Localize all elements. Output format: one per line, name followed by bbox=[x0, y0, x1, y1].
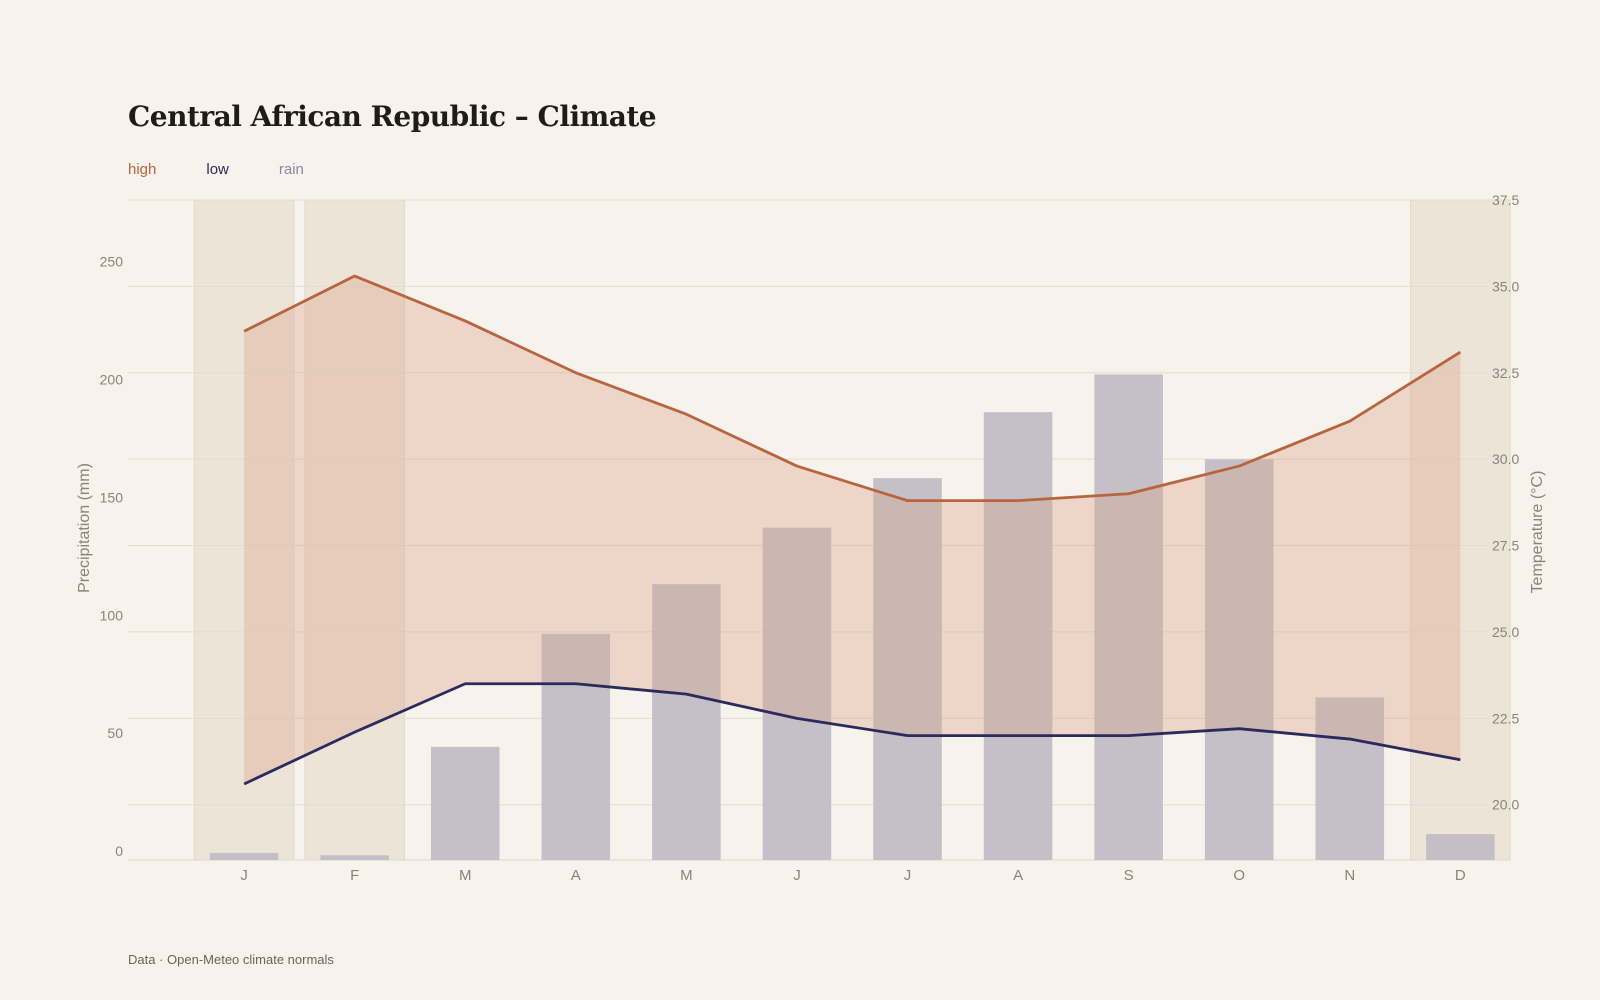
y-left-tick: 250 bbox=[100, 254, 124, 270]
y-right-tick: 30.0 bbox=[1492, 451, 1519, 467]
season-band bbox=[193, 199, 295, 861]
rain-bar bbox=[1426, 834, 1495, 860]
y-left-tick: 200 bbox=[100, 372, 124, 388]
x-tick: M bbox=[459, 867, 472, 884]
y-left-tick: 150 bbox=[100, 489, 124, 505]
y-right-tick: 32.5 bbox=[1492, 365, 1519, 381]
x-tick: S bbox=[1124, 867, 1134, 884]
y-axis-left-label: Precipitation (mm) bbox=[76, 463, 93, 593]
rain-bar bbox=[320, 855, 389, 860]
low-line bbox=[243, 682, 1461, 786]
x-tick: J bbox=[904, 867, 912, 884]
season-band bbox=[304, 199, 405, 861]
rain-bar bbox=[541, 633, 611, 860]
x-tick: M bbox=[680, 867, 693, 884]
x-tick: A bbox=[1013, 867, 1023, 884]
y-left-tick: 0 bbox=[115, 843, 123, 859]
x-tick: N bbox=[1344, 867, 1355, 884]
rain-bar bbox=[1094, 374, 1163, 860]
rain-bar bbox=[1315, 697, 1385, 860]
rain-bar bbox=[209, 852, 279, 860]
y-right-tick: 35.0 bbox=[1492, 278, 1519, 294]
legend-high: high bbox=[128, 161, 157, 178]
source-note: Data · Open-Meteo climate normals bbox=[128, 952, 334, 967]
x-tick: D bbox=[1455, 867, 1466, 884]
x-tick: J bbox=[793, 867, 801, 884]
y-right-tick: 20.0 bbox=[1492, 797, 1519, 813]
x-tick: A bbox=[571, 867, 581, 884]
x-tick: O bbox=[1233, 867, 1245, 884]
x-tick: F bbox=[350, 867, 359, 884]
y-axis-right-label: Temperature (°C) bbox=[1529, 471, 1546, 594]
y-left-tick: 50 bbox=[107, 725, 123, 741]
y-left-tick: 100 bbox=[100, 607, 124, 623]
y-right-tick: 25.0 bbox=[1492, 624, 1519, 640]
legend-low: low bbox=[206, 161, 229, 178]
season-band bbox=[1410, 199, 1511, 861]
y-right-tick: 27.5 bbox=[1492, 538, 1519, 554]
legend-rain: rain bbox=[278, 161, 304, 178]
chart-title: Central African Republic – Climate bbox=[128, 100, 657, 133]
rain-bar bbox=[1204, 459, 1274, 860]
high-line bbox=[243, 274, 1462, 503]
rain-bar bbox=[983, 412, 1053, 860]
rain-bar bbox=[652, 584, 721, 860]
x-tick: J bbox=[240, 867, 248, 884]
rain-bar bbox=[873, 478, 942, 860]
rain-bar bbox=[430, 746, 500, 860]
y-right-tick: 22.5 bbox=[1492, 710, 1519, 726]
rain-bar bbox=[762, 527, 832, 860]
temperature-range-area bbox=[244, 276, 1461, 784]
legend: high low rain bbox=[128, 161, 304, 178]
y-right-tick: 37.5 bbox=[1492, 192, 1519, 208]
